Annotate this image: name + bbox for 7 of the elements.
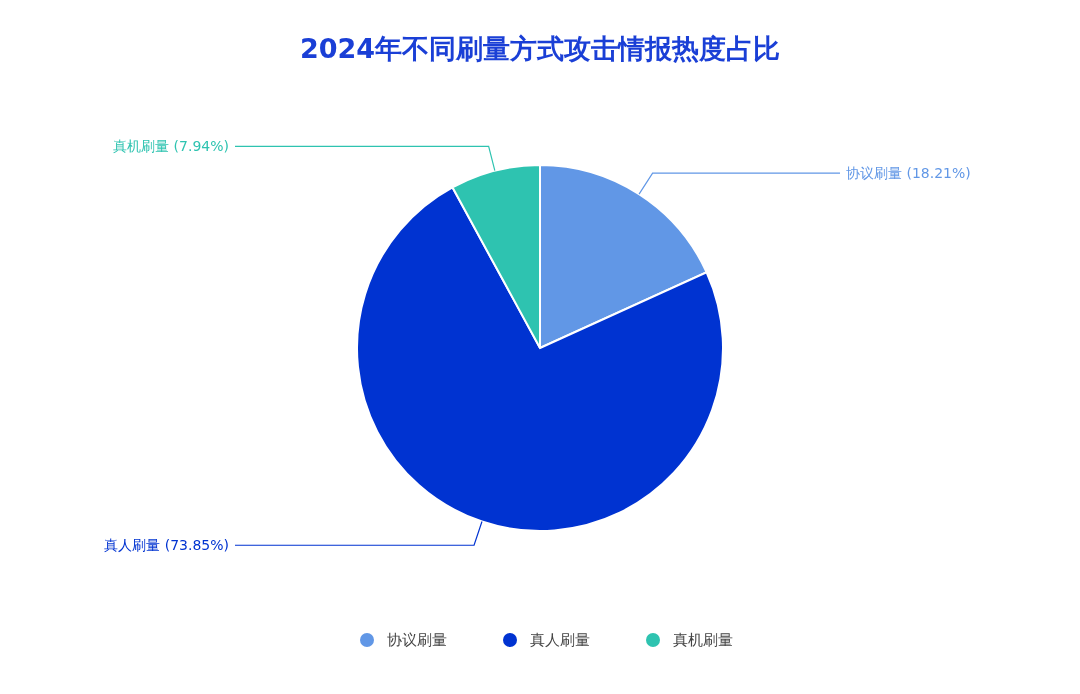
legend-label: 协议刷量	[387, 631, 447, 649]
legend-label: 真机刷量	[673, 631, 733, 649]
data-label: 真人刷量 (73.85%)	[104, 537, 229, 554]
chart-title: 2024年不同刷量方式攻击情报热度占比	[299, 33, 781, 64]
legend-label: 真人刷量	[530, 631, 590, 649]
data-label: 协议刷量 (18.21%)	[846, 165, 971, 182]
data-label: 真机刷量 (7.94%)	[113, 138, 229, 155]
